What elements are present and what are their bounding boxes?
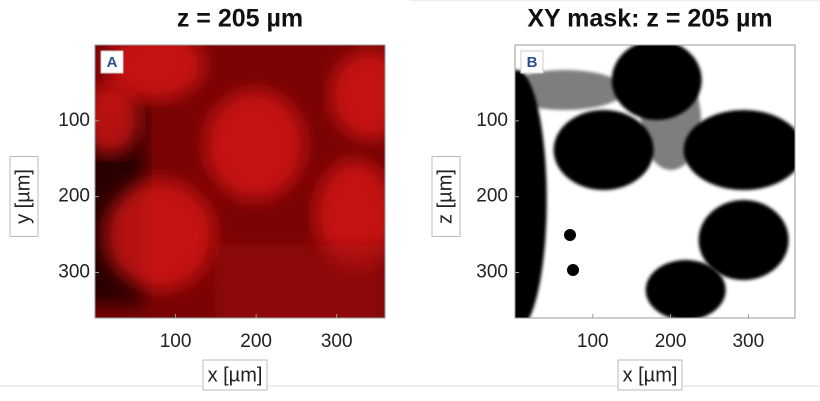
y-tick-label: 300	[58, 262, 90, 283]
panel-label: B	[527, 54, 538, 71]
image-blob	[315, 160, 385, 270]
x-label-box	[202, 359, 268, 391]
image	[95, 45, 385, 318]
image-blob	[95, 85, 140, 155]
y-tick-label: 100	[476, 110, 508, 131]
image-blob	[330, 50, 385, 140]
x-tick-label: 200	[240, 331, 272, 352]
mask-region	[683, 110, 795, 190]
image-blob	[105, 180, 215, 290]
image-blob	[205, 90, 305, 200]
mask-region	[645, 260, 726, 318]
mask-spot	[567, 264, 579, 276]
y-axis-label: z [µm]	[434, 169, 456, 224]
x-tick-label: 300	[321, 331, 353, 352]
x-tick-label: 100	[577, 331, 609, 352]
mask-region	[515, 70, 547, 318]
x-axis-label: x [µm]	[208, 364, 263, 386]
mask-region	[553, 110, 654, 190]
y-tick-label: 200	[476, 186, 508, 207]
x-axis-label: x [µm]	[623, 364, 678, 386]
x-tick-label: 100	[160, 331, 192, 352]
panel-label-box	[520, 50, 544, 74]
y-label-box	[9, 156, 39, 237]
y-tick-label: 100	[58, 110, 90, 131]
image	[515, 45, 795, 318]
plot-border	[514, 44, 796, 319]
x-label-box	[617, 359, 683, 391]
mask-region	[515, 70, 625, 110]
mask-spot	[564, 229, 576, 241]
y-tick-label: 200	[58, 186, 90, 207]
image-blob	[105, 45, 205, 100]
mask-region	[641, 70, 702, 170]
x-tick-label: 200	[655, 331, 687, 352]
panel-label: A	[107, 54, 118, 71]
y-tick-label: 300	[476, 262, 508, 283]
chart-title: XY mask: z = 205 µm	[527, 5, 772, 33]
plot-border	[94, 44, 386, 319]
image-shade	[215, 245, 385, 318]
chart-title: z = 205 µm	[177, 5, 303, 33]
panel-label-box	[100, 50, 124, 74]
mask-region	[698, 200, 789, 280]
x-tick-label: 300	[732, 331, 764, 352]
y-label-box	[431, 156, 461, 237]
y-axis-label: y [µm]	[12, 169, 34, 224]
